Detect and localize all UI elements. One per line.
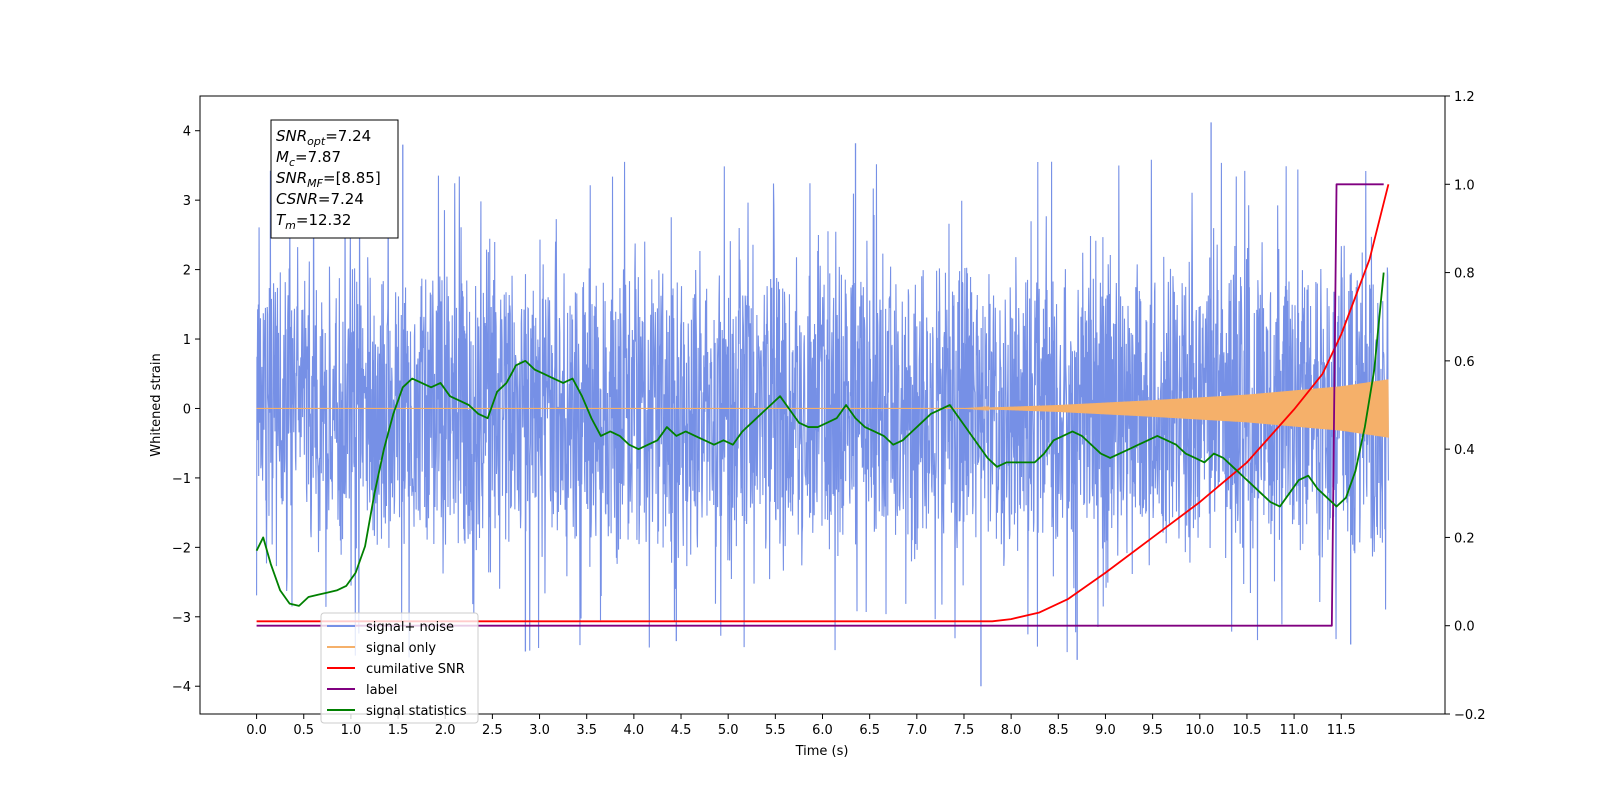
y-right-tick-label: 0.2 (1454, 531, 1475, 546)
legend-label: signal+ noise (366, 620, 454, 635)
y-axis-label-left: Whitened strain (149, 353, 164, 456)
y-right-tick-label: 0.4 (1454, 443, 1475, 458)
x-tick-label: 4.5 (671, 723, 692, 738)
x-tick-label: 10.0 (1185, 723, 1214, 738)
y-axis-right: −0.2 0.0 0.2 0.4 0.6 0.8 1.0 1.2 (1445, 90, 1486, 723)
y-right-tick-label: 0.8 (1454, 267, 1475, 282)
series-signal-only (256, 379, 1389, 438)
legend: signal+ noise signal only cumilative SNR la… (320, 612, 479, 724)
y-right-tick-label: −0.2 (1454, 708, 1486, 723)
y-left-tick-label: −1 (172, 472, 191, 487)
y-left-tick-label: 0 (183, 402, 191, 417)
x-tick-label: 9.0 (1095, 723, 1116, 738)
y-right-tick-label: 0.0 (1454, 620, 1475, 635)
x-tick-label: 11.5 (1327, 723, 1356, 738)
y-left-tick-label: 4 (183, 125, 191, 140)
x-tick-label: 3.0 (529, 723, 550, 738)
annotation-line: SNRopt=7.24 (276, 127, 371, 148)
legend-frame (320, 612, 479, 724)
y-left-tick-label: 2 (183, 264, 191, 279)
y-right-tick-label: 0.6 (1454, 355, 1475, 370)
x-tick-label: 6.5 (859, 723, 880, 738)
y-left-tick-label: 1 (183, 333, 191, 348)
x-tick-label: 7.0 (906, 723, 927, 738)
x-axis-label: Time (s) (795, 744, 849, 759)
legend-label: label (366, 683, 397, 698)
legend-label: signal statistics (366, 704, 467, 719)
annotation-frame (270, 119, 399, 239)
y-left-tick-label: −4 (172, 680, 191, 695)
x-tick-label: 10.5 (1232, 723, 1261, 738)
x-tick-label: 11.0 (1280, 723, 1309, 738)
series-signal-statistics (255, 272, 1385, 607)
legend-label: signal only (366, 641, 436, 656)
x-tick-label: 5.0 (718, 723, 739, 738)
x-tick-label: 0.5 (293, 723, 314, 738)
y-right-tick-label: 1.2 (1454, 90, 1475, 105)
annotation-line: SNRMF=[8.85] (276, 169, 381, 190)
x-tick-label: 3.5 (576, 723, 597, 738)
x-tick-label: 6.0 (812, 723, 833, 738)
y-left-tick-label: 3 (183, 194, 191, 209)
x-tick-label: 2.5 (482, 723, 503, 738)
annotation-line: Mc=7.87 (276, 148, 341, 169)
x-tick-label: 1.0 (341, 723, 362, 738)
x-tick-label: 8.5 (1048, 723, 1069, 738)
y-left-tick-label: −3 (172, 611, 191, 626)
annotation-line: Tm=12.32 (276, 211, 351, 232)
x-tick-label: 9.5 (1142, 723, 1163, 738)
y-right-tick-label: 1.0 (1454, 178, 1475, 193)
x-tick-label: 0.0 (246, 723, 267, 738)
y-left-tick-label: −2 (172, 541, 191, 556)
x-tick-label: 5.5 (765, 723, 786, 738)
x-tick-label: 8.0 (1001, 723, 1022, 738)
y-axis-left: −4 −3 −2 −1 0 1 2 3 4 (172, 125, 200, 695)
series-signal-noise (256, 159, 1389, 658)
x-tick-label: 1.5 (388, 723, 409, 738)
x-tick-label: 4.0 (624, 723, 645, 738)
x-tick-label: 2.0 (435, 723, 456, 738)
plot-area (255, 122, 1390, 687)
series-label (256, 183, 1384, 627)
x-tick-label: 7.5 (954, 723, 975, 738)
legend-label: cumilative SNR (366, 662, 465, 677)
annotation-line: CSNR=7.24 (276, 190, 364, 208)
